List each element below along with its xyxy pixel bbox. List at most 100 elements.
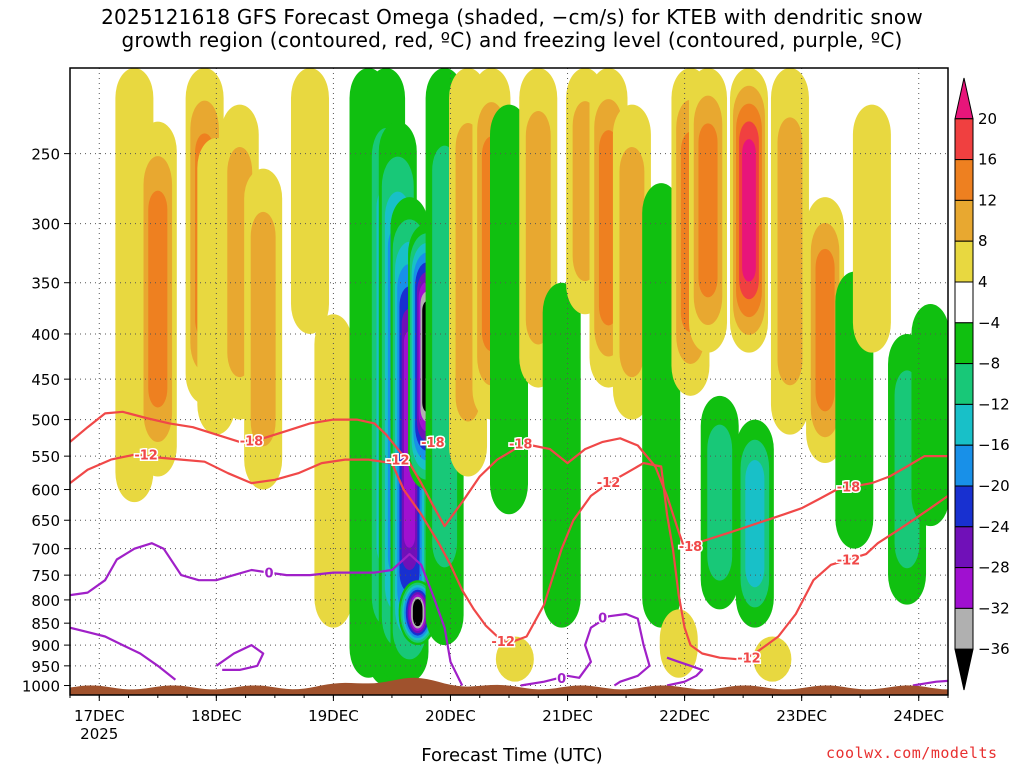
colorbar-label: −28 [978, 559, 1010, 577]
x-axis-label: Forecast Time (UTC) [421, 745, 603, 766]
contour-line [912, 679, 948, 687]
contour-line [70, 410, 948, 550]
colorbar-label: 12 [978, 191, 997, 209]
colorbar-cell [954, 607, 974, 650]
x-tick-label: 23DEC [776, 707, 827, 725]
y-tick-label: 450 [31, 371, 60, 389]
contour-line [70, 542, 464, 686]
omega-band [911, 304, 948, 527]
colorbar-label: 20 [978, 110, 997, 128]
colorbar-label: −16 [978, 436, 1010, 454]
y-tick-label: 550 [31, 448, 60, 466]
x-tick-label: 18DEC [191, 707, 242, 725]
x-tick-label: 19DEC [308, 707, 359, 725]
colorbar-cell [954, 363, 974, 405]
chart-title-line2: growth region (contoured, red, ºC) and f… [121, 28, 903, 52]
x-tick-label: 21DEC [542, 707, 593, 725]
omega-band [290, 68, 329, 334]
contour-label: 0 [598, 612, 607, 627]
y-tick-label: 400 [31, 326, 60, 344]
contour-label: -18 [240, 434, 264, 449]
colorbar-cell [954, 199, 974, 242]
plot-area [70, 68, 948, 695]
colorbar-cell [954, 444, 974, 487]
colorbar-label: −24 [978, 518, 1010, 536]
contour-label: -12 [134, 449, 158, 464]
colorbar-cell [954, 159, 974, 201]
colorbar-cell [954, 240, 974, 283]
omega-band [250, 211, 276, 447]
contours [70, 410, 948, 687]
contour-label: -12 [386, 454, 410, 469]
contour-label: -18 [679, 540, 703, 555]
colorbar-label: 8 [978, 232, 988, 250]
omega-band [698, 123, 718, 298]
y-tick-label: 350 [31, 275, 60, 293]
omega-band [742, 139, 756, 282]
x-tick-label: 20DEC [425, 707, 476, 725]
omega-band [542, 282, 581, 628]
contour-line [215, 643, 265, 672]
contour-label: -18 [837, 480, 861, 495]
omega-band [148, 190, 168, 408]
y-tick-label: 850 [31, 615, 60, 633]
colorbar-cell [954, 118, 974, 161]
omega-band [314, 314, 353, 628]
contour-label: -12 [837, 553, 861, 568]
colorbar-label: 4 [978, 273, 988, 291]
colorbar-label: −8 [978, 355, 1000, 373]
y-tick-label: 700 [31, 541, 60, 559]
contour-label: -12 [491, 635, 515, 650]
omega-band [412, 599, 423, 627]
terrain [70, 677, 948, 695]
contour-label: -18 [509, 437, 533, 452]
omega-band [495, 636, 534, 682]
chart-title: 2025121618 GFS Forecast Omega (shaded, −… [0, 6, 1024, 52]
y-tick-label: 950 [31, 658, 60, 676]
contour-label: -18 [421, 436, 445, 451]
omega-band [619, 146, 645, 378]
omega-shading [115, 68, 948, 686]
y-tick-label: 600 [31, 482, 60, 500]
y-tick-label: 900 [31, 637, 60, 655]
contour-label: 0 [264, 567, 273, 582]
colorbar-arrow-bottom [954, 648, 974, 691]
y-tick-label: 250 [31, 146, 60, 164]
y-tick-label: 650 [31, 512, 60, 530]
colorbar-cell [954, 485, 974, 528]
omega-band [777, 117, 803, 386]
omega-band [525, 111, 551, 345]
x-year-label: 2025 [80, 725, 118, 743]
colorbar-label: 16 [978, 151, 997, 169]
colorbar: 20 16 12 8 4 −4 −8 −12 −16 −20 −24 −28 −32 −36 [954, 77, 1010, 691]
contour-line [70, 453, 948, 661]
colorbar-label: −20 [978, 477, 1010, 495]
y-tick-label: 500 [31, 412, 60, 430]
colorbar-cell [954, 281, 974, 324]
colorbar-cell [954, 526, 974, 569]
contour-label: 0 [557, 672, 566, 687]
x-tick-label: 22DEC [659, 707, 710, 725]
colorbar-label: −12 [978, 395, 1010, 413]
contour-line [666, 656, 704, 687]
colorbar-label: −4 [978, 314, 1000, 332]
y-tick-label: 300 [31, 216, 60, 234]
colorbar-cell [954, 322, 974, 365]
chart-title-line1: 2025121618 GFS Forecast Omega (shaded, −… [101, 5, 923, 29]
omega-band [707, 424, 733, 581]
contour-label: -12 [597, 476, 621, 491]
omega-band [642, 183, 681, 628]
y-tick-label: 1000 [22, 678, 60, 696]
contour-line [70, 626, 177, 681]
y-tick-label: 800 [31, 592, 60, 610]
colorbar-cell [954, 567, 974, 609]
colorbar-cell [954, 403, 974, 446]
colorbar-arrow-top [954, 77, 974, 120]
omega-band [852, 104, 891, 353]
omega-band [815, 248, 835, 412]
colorbar-label: −36 [978, 640, 1010, 658]
contour-label: -12 [737, 652, 761, 667]
y-tick-label: 750 [31, 567, 60, 585]
credit-link[interactable]: coolwx.com/modelts [826, 744, 998, 762]
